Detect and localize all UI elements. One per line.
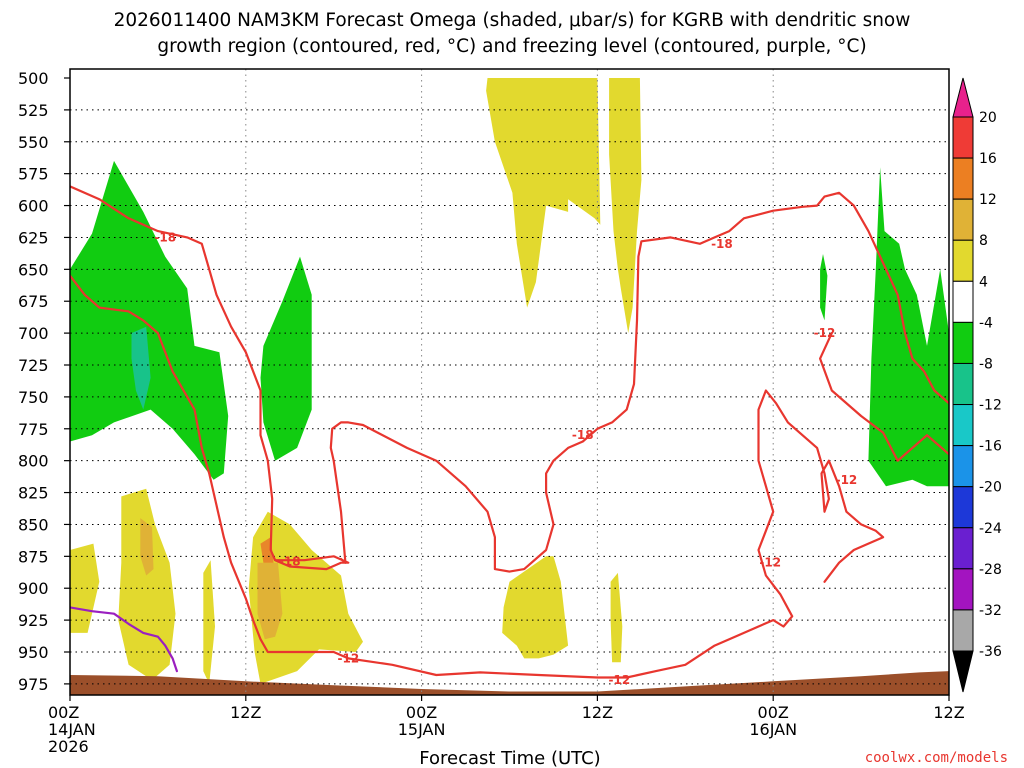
y-tick-label: 675 [18, 292, 49, 311]
colorbar-bin [952, 486, 974, 529]
shade-sink-upper-center-right [609, 78, 642, 334]
contour-label-layer: -18 -18 -18 -18 -12 -12 -12 -12 -12 [154, 230, 857, 687]
shade-ascent-mid-12z [260, 256, 312, 461]
colorbar-tick-label: -36 [979, 644, 1002, 660]
shade-ascent-right-upper [868, 167, 949, 487]
colorbar-tick-label: 16 [979, 151, 997, 167]
chart-title-line-2: growth region (contoured, red, °C) and f… [157, 36, 866, 57]
shade-sink-lower-left-c [203, 560, 215, 684]
chart-title-line-1: 2026011400 NAM3KM Forecast Omega (shaded… [114, 10, 911, 31]
shade-sink-lower-left-b [118, 488, 176, 681]
contour-label: -12 [836, 473, 858, 487]
colorbar: 20 16 12 8 4 -4 -8 -12 -16 -20 -24 -28 -32 -36 [952, 77, 1002, 693]
colorbar-over-triangle [952, 77, 974, 118]
shade-ascent-core-left [131, 326, 151, 410]
colorbar-bin [952, 362, 974, 406]
colorbar-tick-label: 20 [979, 110, 997, 126]
x-axis-label: Forecast Time (UTC) [419, 748, 600, 768]
y-tick-label: 775 [18, 420, 49, 439]
y-tick-label: 725 [18, 356, 49, 375]
x-tick-label: 00Z [48, 703, 79, 722]
colorbar-tick-label: -16 [979, 439, 1002, 455]
contour-layer [70, 185, 949, 679]
colorbar-bin [952, 445, 974, 488]
y-tick-label: 950 [18, 643, 49, 662]
y-tick-label: 975 [18, 675, 49, 694]
contour-label: -12 [609, 673, 631, 687]
shade-sink-upper-center [486, 78, 601, 308]
colorbar-tick-label: 4 [979, 274, 988, 290]
colorbar-bin [952, 280, 974, 323]
colorbar-tick-label: -20 [979, 480, 1002, 496]
site-credit: coolwx.com/models [865, 750, 1008, 766]
y-tick-label: 700 [18, 324, 49, 343]
colorbar-bin [952, 116, 974, 159]
y-tick-label: 750 [18, 388, 49, 407]
shade-sink-lower-12z [248, 511, 363, 684]
colorbar-tick-label: -32 [979, 603, 1002, 619]
y-tick-label: 575 [18, 165, 49, 184]
x-tick-label: 15JAN [398, 720, 446, 739]
colorbar-bin [952, 198, 974, 241]
y-tick-label: 550 [18, 133, 49, 152]
contour-dgz-minus18-center [329, 191, 949, 573]
colorbar-under-triangle [952, 650, 974, 693]
colorbar-tick-label: -12 [979, 398, 1002, 414]
shade-ascent-right-sliver [820, 254, 828, 321]
y-tick-label: 875 [18, 547, 49, 566]
colorbar-bin [952, 609, 974, 652]
contour-label: -12 [338, 651, 360, 665]
contour-label: -18 [279, 554, 301, 568]
colorbar-bin [952, 157, 974, 200]
shade-sink-core-left [140, 518, 154, 576]
y-tick-label: 925 [18, 611, 49, 630]
y-tick-label: 825 [18, 484, 49, 503]
y-tick-label: 900 [18, 579, 49, 598]
contour-dgz-minus12-lower [70, 274, 885, 679]
contour-dgz-minus12-right-upper [818, 332, 949, 462]
y-tick-label: 525 [18, 101, 49, 120]
contour-label: -18 [711, 237, 733, 251]
x-tick-label: 00Z [406, 703, 437, 722]
colorbar-tick-label: -4 [979, 315, 993, 331]
colorbar-tick-label: 8 [979, 233, 988, 249]
y-tick-label: 850 [18, 515, 49, 534]
x-tick-label: 16JAN [749, 720, 797, 739]
colorbar-tick-label: -8 [979, 356, 993, 372]
colorbar-bin [952, 239, 974, 282]
y-tick-label: 500 [18, 69, 49, 88]
x-tick-label: 2026 [48, 737, 89, 756]
contour-label: -12 [814, 326, 836, 340]
contour-label: -18 [572, 428, 594, 442]
x-tick-label: 12Z [582, 703, 613, 722]
shade-sink-lower-sliver [610, 572, 623, 663]
colorbar-tick-label: -24 [979, 521, 1002, 537]
x-tick-label: 12Z [230, 703, 261, 722]
colorbar-bin [952, 568, 974, 611]
y-tick-label: 600 [18, 197, 49, 216]
colorbar-tick-label: 12 [979, 192, 997, 208]
colorbar-bin [952, 321, 974, 364]
grid-layer [70, 69, 949, 695]
x-tick-label: 00Z [758, 703, 789, 722]
contour-label: -12 [759, 556, 781, 570]
shade-terrain [70, 671, 949, 695]
colorbar-bin [952, 527, 974, 570]
shade-sink-lower-center [502, 556, 569, 659]
y-tick-label: 800 [18, 452, 49, 471]
x-tick-label: 14JAN [48, 720, 96, 739]
y-tick-label: 650 [18, 260, 49, 279]
contour-label: -18 [154, 230, 176, 244]
y-tick-label: 625 [18, 228, 49, 247]
x-tick-label: 12Z [933, 703, 964, 722]
colorbar-bin [952, 404, 974, 447]
contour-freezing-level [70, 606, 178, 673]
plot-area: -18 -18 -18 -18 -12 -12 -12 -12 -12 500 525 550 575… [18, 68, 965, 756]
plot-frame [69, 68, 950, 696]
colorbar-tick-label: -28 [979, 562, 1002, 578]
y-axis-ticks: 500 525 550 575 600 625 650 675 700 725 750 775 800 8… [18, 69, 70, 694]
